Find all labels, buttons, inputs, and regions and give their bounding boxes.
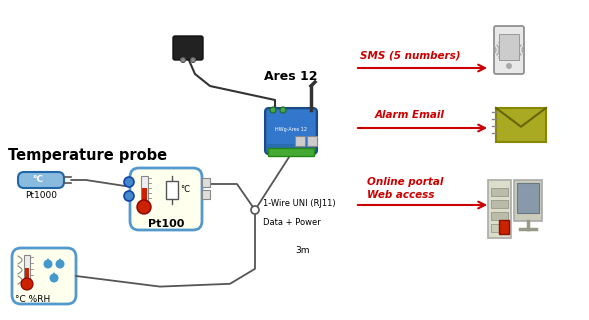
Bar: [202, 178, 210, 187]
Text: 1-Wire UNI (RJ11): 1-Wire UNI (RJ11): [263, 199, 336, 208]
Bar: [25, 268, 29, 281]
Text: Online portal: Online portal: [367, 177, 444, 187]
Circle shape: [506, 63, 512, 69]
Text: °C %RH: °C %RH: [15, 295, 50, 305]
FancyBboxPatch shape: [18, 172, 64, 188]
Text: Data + Power: Data + Power: [263, 218, 321, 227]
Text: Pt100: Pt100: [148, 219, 184, 229]
FancyBboxPatch shape: [173, 36, 203, 60]
Circle shape: [124, 177, 134, 187]
Bar: [141, 176, 148, 204]
Circle shape: [137, 200, 151, 214]
Polygon shape: [51, 272, 57, 277]
Bar: [307, 136, 317, 146]
Bar: [491, 188, 508, 196]
Bar: [496, 108, 546, 142]
Bar: [24, 255, 30, 281]
Circle shape: [124, 191, 134, 201]
Bar: [491, 224, 508, 232]
Text: °C: °C: [32, 175, 43, 185]
Text: Web access: Web access: [367, 190, 434, 200]
Text: Ares 12: Ares 12: [264, 69, 317, 83]
Text: Pt1000: Pt1000: [25, 191, 57, 200]
Bar: [166, 181, 178, 199]
Bar: [202, 190, 210, 199]
Bar: [517, 183, 538, 213]
Bar: [499, 34, 519, 60]
Bar: [267, 110, 315, 144]
Polygon shape: [45, 258, 51, 263]
Polygon shape: [57, 258, 63, 263]
Text: Alarm Email: Alarm Email: [375, 110, 445, 120]
Bar: [268, 148, 314, 156]
Bar: [499, 220, 509, 234]
Circle shape: [55, 260, 65, 268]
Bar: [491, 212, 508, 220]
Text: HWg-Ares 12: HWg-Ares 12: [275, 126, 307, 132]
Bar: [142, 188, 147, 204]
Bar: [514, 180, 542, 220]
Text: 3m: 3m: [295, 246, 309, 255]
Circle shape: [270, 107, 276, 113]
Text: Temperature probe: Temperature probe: [8, 148, 167, 163]
Circle shape: [180, 58, 186, 62]
FancyBboxPatch shape: [130, 168, 202, 230]
Circle shape: [21, 278, 33, 290]
Text: SMS (5 numbers): SMS (5 numbers): [360, 50, 461, 60]
FancyBboxPatch shape: [12, 248, 76, 304]
FancyBboxPatch shape: [265, 108, 317, 154]
Circle shape: [44, 260, 52, 268]
Circle shape: [251, 206, 259, 214]
Circle shape: [49, 274, 58, 283]
Circle shape: [280, 107, 286, 113]
FancyBboxPatch shape: [494, 26, 524, 74]
Bar: [488, 180, 511, 238]
Text: °C: °C: [180, 186, 190, 195]
Bar: [491, 200, 508, 208]
Circle shape: [190, 58, 196, 62]
Bar: [295, 136, 305, 146]
